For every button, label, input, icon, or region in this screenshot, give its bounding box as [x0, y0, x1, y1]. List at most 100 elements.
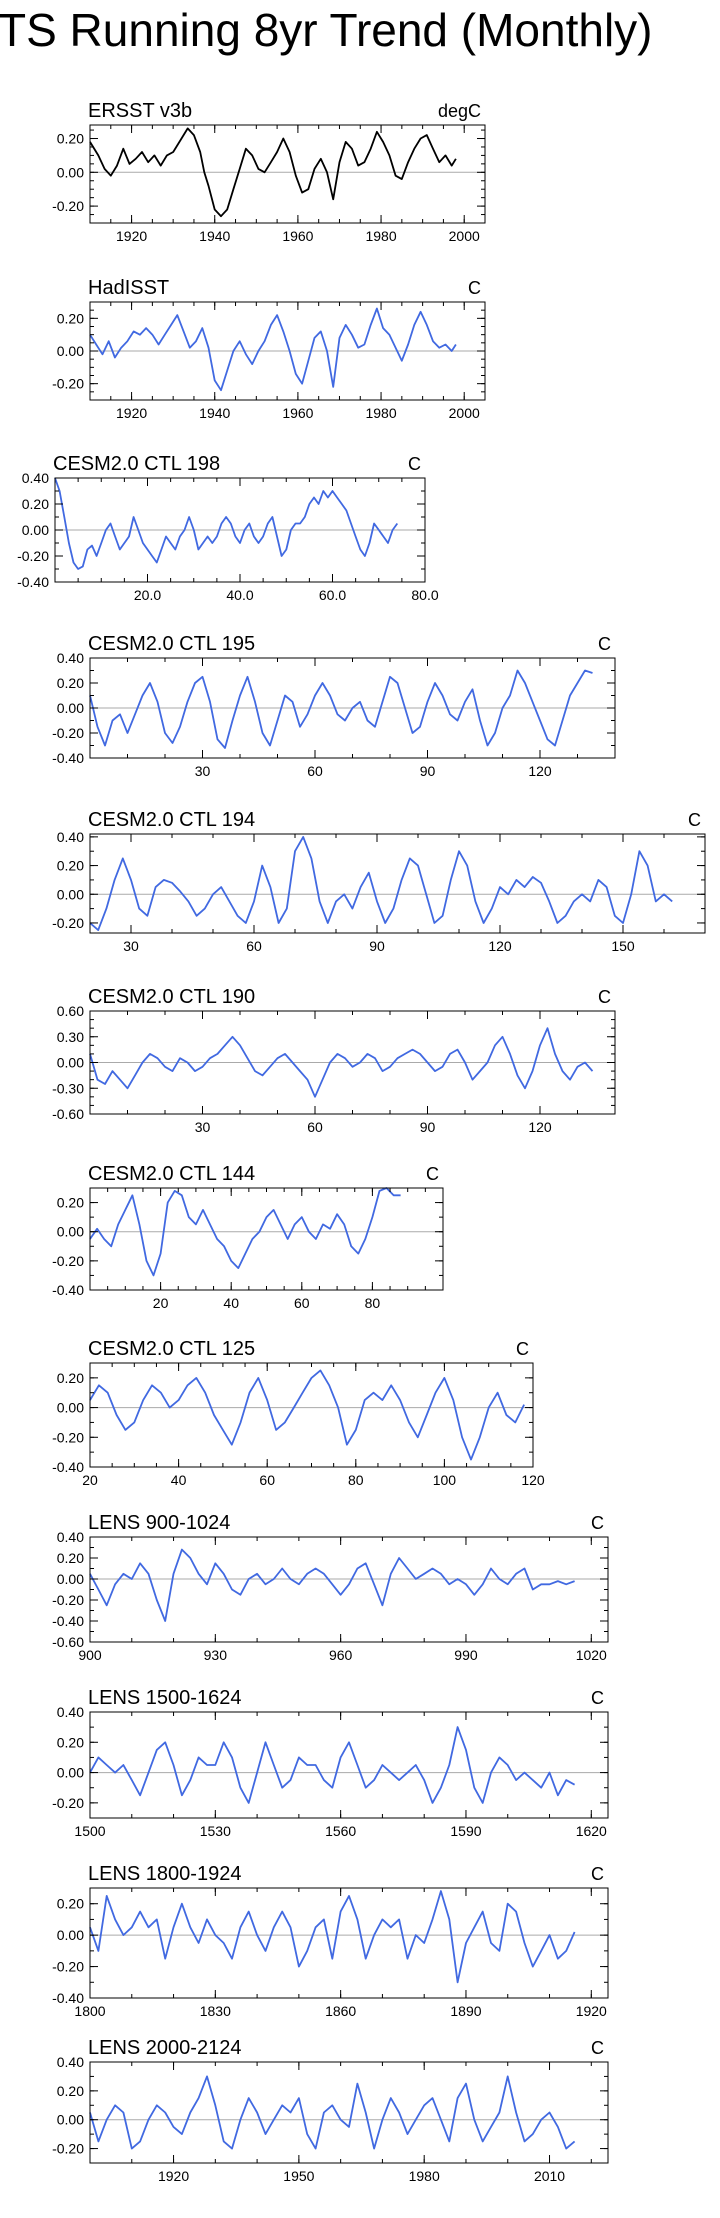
panel-title: LENS 1500-1624	[88, 1687, 241, 1709]
x-tick-label: 60	[246, 938, 262, 954]
y-tick-label: 0.00	[57, 1055, 84, 1071]
panel-units: C	[591, 1513, 604, 1533]
x-tick-label: 1890	[450, 2003, 481, 2019]
y-tick-label: -0.40	[52, 1282, 84, 1298]
y-tick-label: -0.40	[17, 574, 49, 590]
y-tick-label: 0.30	[57, 1029, 84, 1045]
panel-title: CESM2.0 CTL 194	[88, 809, 255, 831]
x-tick-label: 1800	[74, 2003, 105, 2019]
y-tick-label: -0.20	[52, 2141, 84, 2157]
y-tick-label: -0.40	[52, 750, 84, 766]
y-tick-label: 0.00	[57, 164, 84, 180]
x-tick-label: 30	[195, 1119, 211, 1135]
plot-frame	[89, 1887, 609, 1999]
series-line	[89, 2075, 576, 2150]
y-tick-label: 0.00	[57, 1224, 84, 1240]
series-line	[89, 1027, 594, 1098]
x-tick-label: 120	[528, 763, 552, 779]
y-tick-label: 0.00	[57, 1765, 84, 1781]
x-tick-label: 20.0	[134, 587, 161, 603]
y-tick-label: -0.20	[52, 376, 84, 392]
x-tick-label: 1980	[409, 2168, 440, 2184]
plot-frame	[89, 1187, 444, 1291]
y-tick-label: 0.20	[57, 310, 84, 326]
x-tick-label: 2010	[534, 2168, 565, 2184]
x-tick-label: 1830	[200, 2003, 231, 2019]
x-tick-label: 40	[223, 1295, 239, 1311]
x-tick-label: 60.0	[319, 587, 346, 603]
y-tick-label: 0.20	[57, 1896, 84, 1912]
panel-units: C	[426, 1164, 439, 1184]
y-tick-label: -0.20	[52, 1959, 84, 1975]
y-tick-label: 0.20	[57, 2083, 84, 2099]
chart-panel: CESM2.0 CTL 190 C 30 60 90 120 -0.60 -0.30 0.00 0…	[52, 986, 616, 1135]
plot-frame	[89, 301, 486, 401]
x-tick-label: 2000	[449, 228, 480, 244]
y-tick-label: 0.40	[57, 829, 84, 845]
chart-panel: LENS 900-1024 C 900 930 960 990 1020 -0.60 -0.40…	[52, 1512, 609, 1663]
chart-panel: CESM2.0 CTL 125 C 20 40 60 80 100 120 -0.40 -0.20…	[52, 1338, 545, 1488]
panel-title: CESM2.0 CTL 144	[88, 1163, 255, 1185]
y-tick-label: 0.00	[57, 2112, 84, 2128]
panel-title: CESM2.0 CTL 125	[88, 1338, 255, 1360]
panel-units: C	[591, 2038, 604, 2058]
panel-units: degC	[438, 101, 481, 121]
panel-units: C	[591, 1688, 604, 1708]
y-tick-label: 0.40	[57, 2054, 84, 2070]
y-tick-label: 0.40	[22, 470, 49, 486]
panel-units: C	[408, 454, 421, 474]
plot-frame	[89, 124, 486, 224]
y-tick-label: -0.40	[52, 1613, 84, 1629]
y-tick-label: -0.20	[52, 1429, 84, 1445]
x-tick-label: 960	[329, 1647, 353, 1663]
panel-title: HadISST	[88, 277, 169, 299]
x-tick-label: 1920	[116, 228, 147, 244]
y-tick-label: 0.00	[57, 1400, 84, 1416]
series-line	[89, 1890, 576, 1984]
x-tick-label: 120	[528, 1119, 552, 1135]
y-tick-label: 0.20	[57, 131, 84, 147]
panel-title: ERSST v3b	[88, 100, 192, 122]
chart-panel: CESM2.0 CTL 144 C 20 40 60 80 -0.40 -0.20 0.00 0.…	[52, 1163, 444, 1311]
plot-frame	[89, 1711, 609, 1819]
chart-panel: ERSST v3b degC 1920 1940 1960 1980 2000 -0.20 0.…	[52, 100, 486, 244]
y-tick-label: -0.60	[52, 1106, 84, 1122]
y-tick-label: -0.20	[52, 1795, 84, 1811]
y-tick-label: -0.20	[52, 1592, 84, 1608]
panel-units: C	[468, 278, 481, 298]
x-tick-label: 80	[365, 1295, 381, 1311]
x-tick-label: 1940	[199, 405, 230, 421]
chart-panel: CESM2.0 CTL 198 C 20.0 40.0 60.0 80.0 -0.40 -0.…	[17, 453, 439, 603]
y-tick-label: 0.20	[57, 675, 84, 691]
panels: ERSST v3b degC 1920 1940 1960 1980 2000 -0.20 0.…	[17, 100, 706, 2184]
x-tick-label: 90	[369, 938, 385, 954]
panel-title: CESM2.0 CTL 190	[88, 986, 255, 1008]
series-line	[89, 836, 673, 931]
y-tick-label: -0.40	[52, 1990, 84, 2006]
x-tick-label: 1950	[283, 2168, 314, 2184]
y-tick-label: 0.60	[57, 1003, 84, 1019]
x-tick-label: 990	[454, 1647, 478, 1663]
y-tick-label: -0.20	[52, 915, 84, 931]
y-tick-label: 0.00	[22, 522, 49, 538]
plot-frame	[89, 1362, 534, 1468]
series-line	[54, 477, 399, 570]
y-tick-label: 0.20	[57, 1734, 84, 1750]
y-tick-label: -0.20	[52, 725, 84, 741]
panel-title: LENS 1800-1924	[88, 1863, 241, 1885]
x-tick-label: 1940	[199, 228, 230, 244]
panel-title: LENS 2000-2124	[88, 2037, 241, 2059]
x-tick-label: 1560	[325, 1823, 356, 1839]
y-tick-label: 0.20	[57, 1195, 84, 1211]
x-tick-label: 90	[420, 763, 436, 779]
plot-frame	[89, 1010, 616, 1115]
x-tick-label: 1920	[158, 2168, 189, 2184]
chart-panel: LENS 1500-1624 C 1500 1530 1560 1590 1620 -0.20…	[52, 1687, 609, 1839]
y-tick-label: 0.40	[57, 1704, 84, 1720]
plot-frame	[89, 2061, 609, 2164]
series-line	[89, 1369, 525, 1461]
panel-title: LENS 900-1024	[88, 1512, 230, 1534]
x-tick-label: 60	[307, 1119, 323, 1135]
series-line	[89, 307, 457, 392]
y-tick-label: -0.20	[17, 548, 49, 564]
